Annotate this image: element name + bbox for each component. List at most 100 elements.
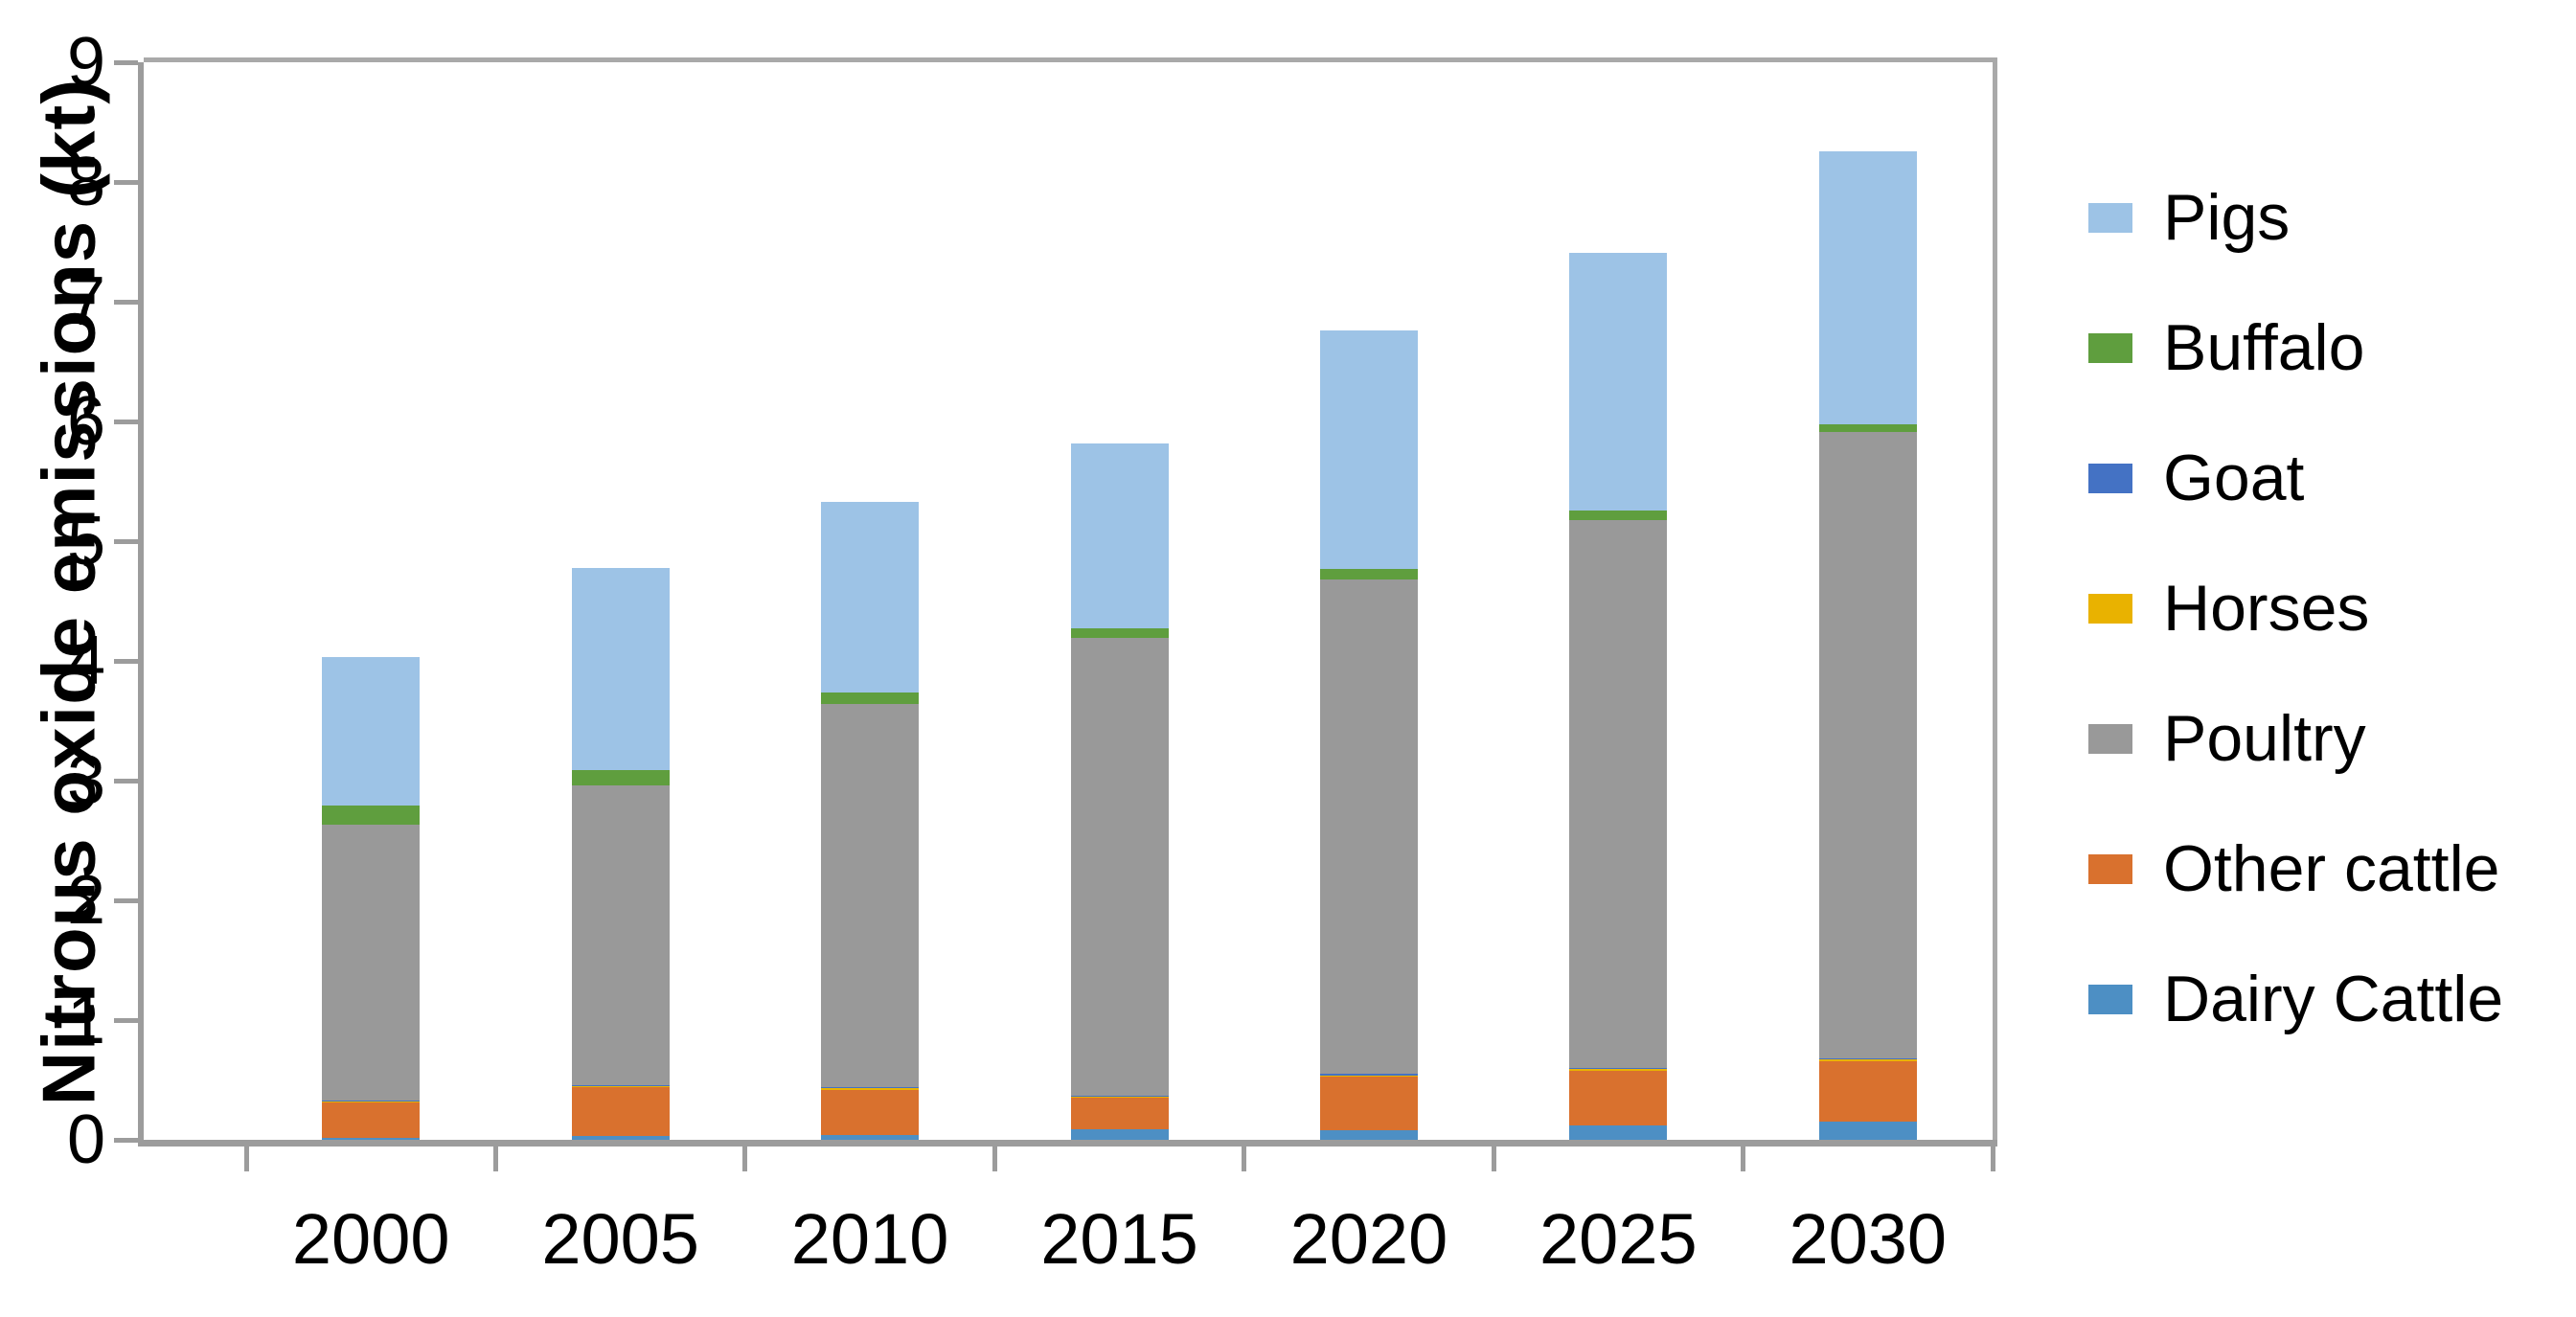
y-tick-label-1: 1 xyxy=(66,982,105,1058)
bar-segment-goat-2015 xyxy=(1070,1095,1169,1097)
bar-segment-other-cattle-2005 xyxy=(571,1087,670,1137)
bar-2000 xyxy=(322,657,421,1140)
x-tick-6 xyxy=(1741,1147,1746,1171)
y-tick-label-3: 3 xyxy=(66,742,105,819)
legend-label-goat: Goat xyxy=(2163,442,2305,514)
legend-label-buffalo: Buffalo xyxy=(2163,311,2365,384)
bar-segment-other-cattle-2000 xyxy=(322,1102,421,1138)
bar-segment-goat-2030 xyxy=(1818,1058,1917,1060)
bar-segment-other-cattle-2010 xyxy=(821,1089,920,1135)
x-tick-4 xyxy=(1242,1147,1247,1171)
bar-segment-other-cattle-2030 xyxy=(1818,1060,1917,1123)
bar-segment-poultry-2020 xyxy=(1319,579,1418,1075)
bar-segment-dairy-cattle-2015 xyxy=(1070,1128,1169,1140)
bar-segment-goat-2010 xyxy=(821,1087,920,1089)
bar-segment-buffalo-2005 xyxy=(571,769,670,785)
bar-segment-buffalo-2015 xyxy=(1070,628,1169,639)
legend-swatch-pigs xyxy=(2088,202,2132,233)
y-tick-label-5: 5 xyxy=(66,503,105,579)
bar-segment-buffalo-2010 xyxy=(821,692,920,704)
x-tick-5 xyxy=(1491,1147,1496,1171)
bar-segment-poultry-2015 xyxy=(1070,638,1169,1096)
x-tick-label-2000: 2000 xyxy=(291,1199,450,1279)
legend-label-other-cattle: Other cattle xyxy=(2163,832,2500,905)
legend: Pigs Buffalo Goat Horses Poultry Other cattle… xyxy=(2088,152,2503,1064)
bar-segment-horses-2020 xyxy=(1319,1075,1418,1077)
legend-item-buffalo: Buffalo xyxy=(2088,283,2503,413)
legend-item-poultry: Poultry xyxy=(2088,673,2503,804)
bar-segment-poultry-2030 xyxy=(1818,432,1917,1058)
bar-2030 xyxy=(1818,150,1917,1140)
y-axis-line xyxy=(138,62,144,1147)
y-tick-4 xyxy=(114,658,138,664)
legend-item-other-cattle: Other cattle xyxy=(2088,804,2503,934)
bar-segment-dairy-cattle-2010 xyxy=(821,1135,920,1140)
bar-segment-horses-2005 xyxy=(571,1085,670,1087)
bar-segment-other-cattle-2020 xyxy=(1319,1076,1418,1130)
legend-item-pigs: Pigs xyxy=(2088,152,2503,283)
legend-item-horses: Horses xyxy=(2088,543,2503,673)
y-tick-6 xyxy=(114,419,138,424)
x-tick-label-2020: 2020 xyxy=(1289,1199,1448,1279)
bar-segment-dairy-cattle-2000 xyxy=(322,1137,421,1140)
x-tick-label-2015: 2015 xyxy=(1040,1199,1198,1279)
y-axis-title: Nitrous oxide emissions (kt) xyxy=(26,78,111,1106)
bar-2010 xyxy=(821,501,920,1140)
y-tick-label-8: 8 xyxy=(66,144,105,220)
bar-segment-pigs-2025 xyxy=(1569,252,1668,511)
x-tick-3 xyxy=(992,1147,997,1171)
bar-segment-goat-2025 xyxy=(1569,1068,1668,1070)
bar-2025 xyxy=(1569,252,1668,1140)
bar-segment-goat-2005 xyxy=(571,1084,670,1086)
y-tick-label-9: 9 xyxy=(66,24,105,101)
legend-swatch-goat xyxy=(2088,463,2132,493)
x-tick-label-2010: 2010 xyxy=(790,1199,949,1279)
bar-segment-dairy-cattle-2020 xyxy=(1319,1130,1418,1140)
bar-segment-buffalo-2000 xyxy=(322,806,421,826)
y-tick-0 xyxy=(114,1137,138,1143)
bar-segment-horses-2025 xyxy=(1569,1069,1668,1071)
bar-segment-pigs-2030 xyxy=(1818,150,1917,424)
bar-segment-poultry-2005 xyxy=(571,785,670,1085)
bar-segment-dairy-cattle-2030 xyxy=(1818,1122,1917,1140)
y-tick-label-2: 2 xyxy=(66,862,105,939)
bar-segment-pigs-2000 xyxy=(322,657,421,806)
legend-label-poultry: Poultry xyxy=(2163,702,2366,775)
x-tick-label-2030: 2030 xyxy=(1789,1199,1948,1279)
bar-segment-pigs-2020 xyxy=(1319,330,1418,569)
y-tick-label-7: 7 xyxy=(66,263,105,340)
legend-label-pigs: Pigs xyxy=(2163,181,2291,254)
legend-swatch-other-cattle xyxy=(2088,853,2132,884)
bar-segment-pigs-2005 xyxy=(571,567,670,770)
bar-segment-buffalo-2030 xyxy=(1818,423,1917,433)
bar-segment-horses-2030 xyxy=(1818,1059,1917,1061)
x-tick-1 xyxy=(492,1147,498,1171)
legend-label-horses: Horses xyxy=(2163,572,2370,645)
legend-swatch-horses xyxy=(2088,593,2132,624)
legend-item-dairy-cattle: Dairy Cattle xyxy=(2088,934,2503,1064)
bar-segment-pigs-2015 xyxy=(1070,443,1169,629)
y-tick-label-4: 4 xyxy=(66,623,105,699)
y-tick-1 xyxy=(114,1017,138,1023)
x-tick-label-2025: 2025 xyxy=(1539,1199,1698,1279)
x-tick-7 xyxy=(1990,1147,1995,1171)
bar-segment-other-cattle-2015 xyxy=(1070,1098,1169,1129)
bar-segment-buffalo-2025 xyxy=(1569,510,1668,520)
bar-segment-dairy-cattle-2025 xyxy=(1569,1125,1668,1140)
y-tick-3 xyxy=(114,778,138,783)
legend-swatch-buffalo xyxy=(2088,332,2132,363)
y-tick-label-0: 0 xyxy=(66,1101,105,1178)
legend-swatch-poultry xyxy=(2088,723,2132,754)
plot-area: 0 1 2 3 4 5 6 7 8 9 2000 2005 2010 2015 2020 2025 2030 xyxy=(67,28,1997,1275)
legend-item-goat: Goat xyxy=(2088,413,2503,543)
bar-segment-poultry-2000 xyxy=(322,825,421,1101)
bar-segment-poultry-2010 xyxy=(821,704,920,1087)
bar-segment-other-cattle-2025 xyxy=(1569,1070,1668,1125)
y-tick-7 xyxy=(114,299,138,305)
bar-segment-horses-2000 xyxy=(322,1101,421,1103)
y-tick-8 xyxy=(114,179,138,185)
x-tick-0 xyxy=(243,1147,249,1171)
bar-2005 xyxy=(571,567,670,1140)
legend-swatch-dairy-cattle xyxy=(2088,984,2132,1014)
